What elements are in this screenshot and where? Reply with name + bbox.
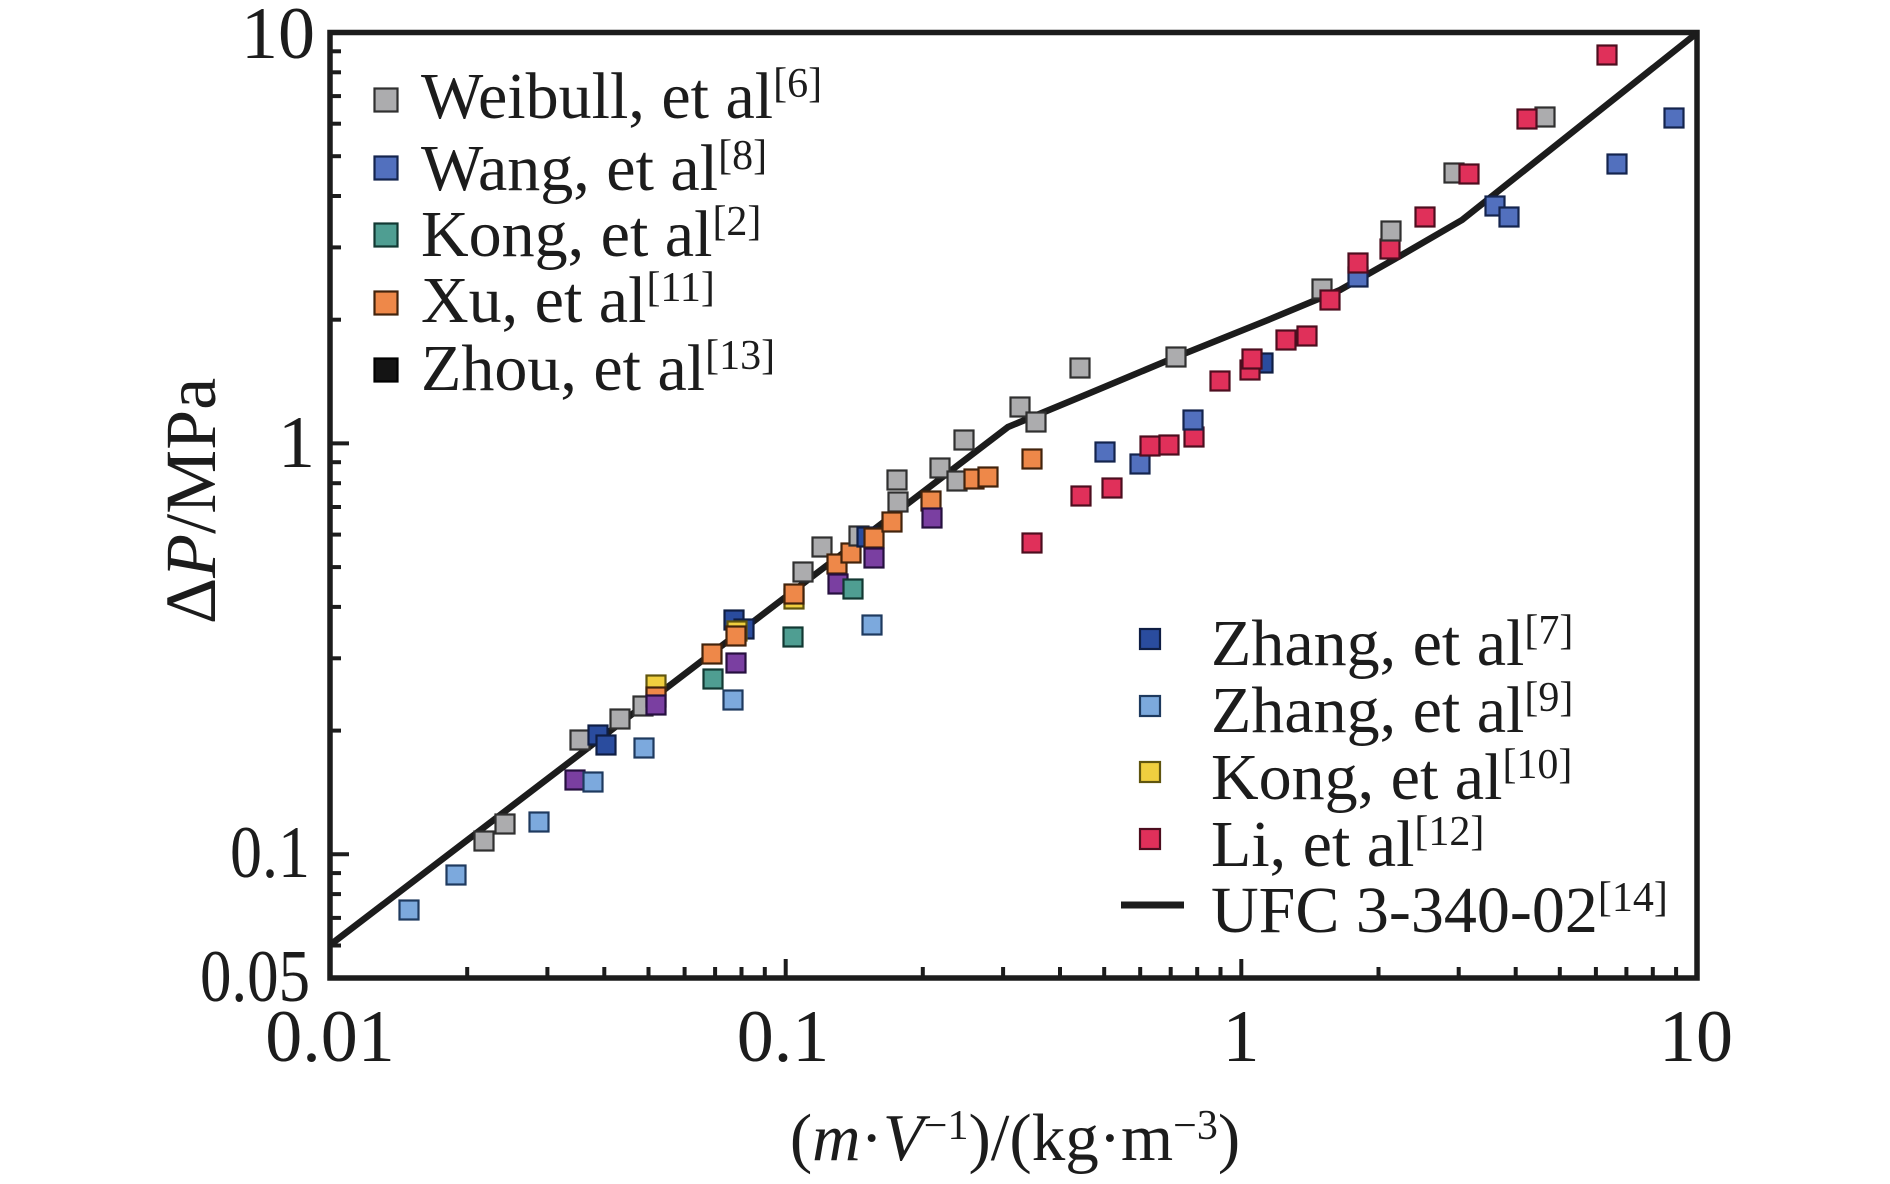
svg-text:Weibull, et al[6]: Weibull, et al[6] — [421, 60, 822, 133]
svg-text:0.1: 0.1 — [737, 996, 830, 1078]
svg-text:1: 1 — [1223, 996, 1260, 1078]
svg-text:UFC 3-340-02[14]: UFC 3-340-02[14] — [1211, 874, 1668, 947]
svg-text:ΔP/MPa: ΔP/MPa — [151, 378, 231, 624]
svg-text:10: 10 — [1659, 996, 1733, 1078]
svg-text:0.1: 0.1 — [230, 812, 310, 894]
svg-text:Zhang, et al[9]: Zhang, et al[9] — [1211, 674, 1573, 747]
svg-text:Zhang, et al[7]: Zhang, et al[7] — [1211, 607, 1573, 680]
svg-text:10: 10 — [241, 0, 315, 75]
svg-text:(m·V−1)/(kg·m−3): (m·V−1)/(kg·m−3) — [790, 1101, 1240, 1175]
svg-text:0.05: 0.05 — [200, 936, 310, 1018]
svg-text:Kong, et al[2]: Kong, et al[2] — [421, 198, 761, 271]
svg-text:0.01: 0.01 — [265, 996, 395, 1078]
svg-text:1: 1 — [278, 402, 315, 484]
svg-text:Wang, et al[8]: Wang, et al[8] — [421, 132, 767, 205]
